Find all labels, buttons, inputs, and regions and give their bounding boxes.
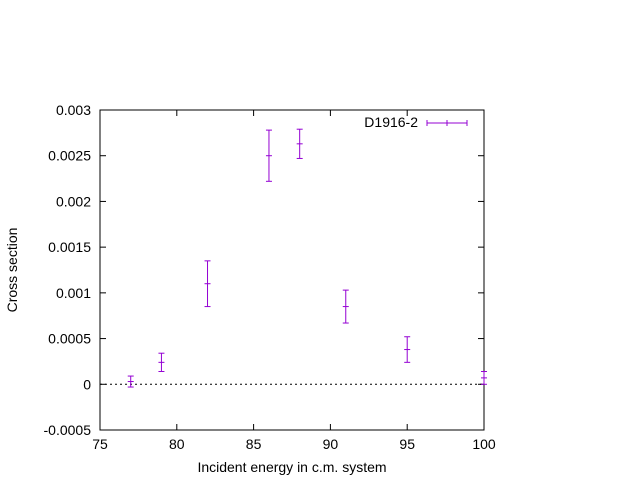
data-point [127,375,134,388]
y-axis-label: Cross section [4,228,20,313]
x-tick-label: 95 [399,436,415,452]
y-tick-label: 0.0015 [48,239,91,255]
y-tick-label: -0.0005 [44,422,92,438]
legend: D1916-2 [364,114,468,130]
x-axis-label: Incident energy in c.m. system [197,459,386,475]
x-tick-label: 75 [92,436,108,452]
y-tick-label: 0.001 [56,285,91,301]
y-tick-label: 0.002 [56,193,91,209]
data-point [404,336,411,363]
y-tick-label: 0 [83,376,91,392]
data-point [204,260,211,308]
data-point [481,370,487,385]
data-point [158,352,165,372]
x-tick-label: 100 [472,436,496,452]
x-tick-label: 85 [246,436,262,452]
y-tick-label: 0.0025 [48,148,91,164]
y-tick-label: 0.003 [56,102,91,118]
x-tick-label: 80 [169,436,185,452]
x-tick-label: 90 [323,436,339,452]
data-point [342,289,349,324]
data-point [265,129,272,182]
data-point [296,128,303,159]
legend-series-label: D1916-2 [364,114,418,130]
y-tick-label: 0.0005 [48,331,91,347]
plot-frame [99,109,485,431]
